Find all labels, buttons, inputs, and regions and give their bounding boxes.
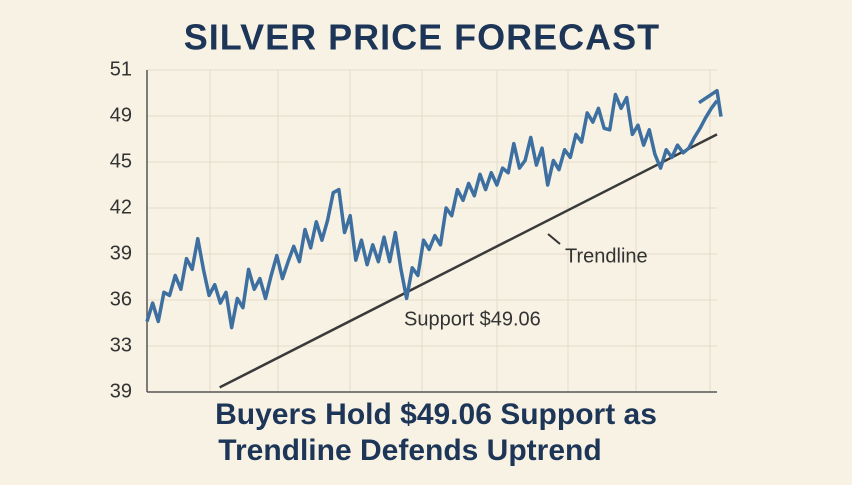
y-tick-label: 45 [110,150,132,172]
vertical-grid [209,70,711,392]
trendline-label: Trendline [565,245,648,267]
subtitle: Trendline Defends Uptrend [218,434,601,467]
y-tick-label: 39 [110,242,132,264]
price-line [145,92,719,330]
annotation: Support $49.06 [404,308,541,330]
y-tick-label: 33 [110,334,132,356]
trendline [219,133,718,389]
subtitle: Buyers Hold $49.06 Support as [215,398,657,431]
y-tick-label: 39 [110,380,132,402]
y-tick-label: 42 [110,196,132,218]
y-tick-label: 49 [110,104,132,126]
y-tick-label: 36 [110,288,132,310]
y-tick-label: 51 [110,58,132,80]
leader-line [547,233,561,245]
arrow-head [698,88,723,117]
chart-title: SILVER PRICE FORECAST [184,17,660,58]
